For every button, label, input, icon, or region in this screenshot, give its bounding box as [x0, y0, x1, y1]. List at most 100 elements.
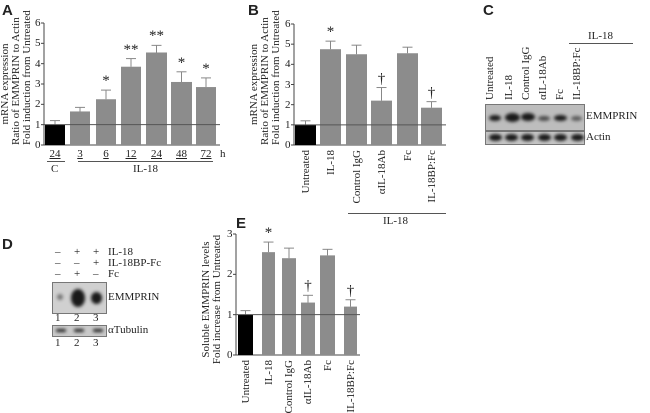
lane-number: 3 — [93, 337, 99, 349]
x-tick-label: IL-18 — [324, 150, 337, 176]
bar — [121, 66, 141, 145]
x-tick-label: 48 — [176, 148, 187, 160]
significance-marker: * — [264, 225, 273, 242]
panel-label-e: E — [236, 215, 247, 232]
blot-c-emmprin-label: EMMPRIN — [586, 110, 638, 122]
bar — [238, 314, 253, 355]
bar — [320, 255, 335, 355]
y-axis-label-line: Fold increase from Untreated — [211, 234, 223, 365]
condition-sign: – — [74, 257, 80, 269]
significance-marker: † — [427, 84, 436, 101]
significance-marker: * — [202, 60, 210, 77]
bar — [96, 99, 116, 145]
y-tick-label: 3 — [227, 228, 233, 240]
condition-label: Fc — [108, 268, 119, 280]
bar — [397, 53, 418, 145]
lane-number: 1 — [55, 337, 61, 349]
x-tick-label: Control IgG — [350, 150, 363, 204]
control-group-line — [47, 161, 65, 162]
condition-sign: + — [93, 257, 100, 269]
x-tick-label: IL-18BP:Fc — [344, 360, 357, 413]
blot-c-lane-label: Fc — [554, 89, 566, 100]
il18-group-label: IL-18 — [133, 163, 159, 175]
y-axis-label: mRNA expression Ratio of EMMPRIN to Actin… — [248, 10, 282, 145]
x-tick-label: 3 — [77, 148, 83, 160]
bar — [171, 81, 192, 145]
blot-c-actin-label: Actin — [586, 131, 611, 143]
condition-label: IL-18 — [108, 246, 134, 258]
blot-c-emmprin — [485, 104, 585, 131]
condition-sign: – — [55, 257, 61, 269]
significance-marker: † — [346, 282, 355, 299]
blot-d-tubulin-label: αTubulin — [108, 324, 149, 336]
y-axis-label-line: Fold induction from Untreated — [270, 10, 282, 145]
panel-label-c: C — [483, 2, 494, 19]
bar — [346, 54, 367, 145]
y-tick-label: 0 — [35, 139, 41, 151]
x-tick-label: Control IgG — [283, 360, 295, 413]
condition-label: IL-18BP-Fc — [108, 257, 162, 269]
x-unit-hours: h — [220, 148, 226, 160]
lane-number: 3 — [93, 312, 99, 324]
x-tick-label: 6 — [103, 148, 109, 160]
blot-c-lane-label: IL-18 — [503, 74, 515, 100]
x-tick-label: Fc — [401, 150, 414, 161]
bar — [45, 124, 65, 145]
y-tick-label: 2 — [35, 98, 41, 111]
b-il18-group-line — [348, 213, 446, 214]
blot-d-emmprin-label: EMMPRIN — [108, 291, 160, 303]
blot-d-emmprin — [52, 282, 107, 314]
condition-sign: – — [55, 268, 61, 280]
y-axis-label: Soluble EMMPRIN levels Fold increase from… — [200, 234, 223, 365]
y-tick-label: 0 — [227, 349, 233, 361]
lane-number: 1 — [55, 312, 61, 324]
blot-c-lane-label: Control IgG — [520, 46, 532, 100]
y-tick-label: 1 — [35, 118, 41, 131]
b-il18-group-label: IL-18 — [383, 215, 409, 227]
blot-c-group-label: IL-18 — [588, 30, 614, 42]
x-tick-label: 24 — [49, 148, 61, 160]
y-tick-label: 3 — [35, 78, 41, 90]
blot-c-lane-label: IL-18BP:Fc — [571, 47, 583, 100]
x-tick-label: 24 — [151, 148, 162, 160]
bar — [371, 100, 392, 145]
y-tick-label: 6 — [285, 18, 291, 30]
y-tick-label: 4 — [35, 57, 41, 70]
blot-c-group-line — [569, 43, 633, 44]
condition-sign: + — [74, 268, 81, 280]
bar — [282, 258, 296, 355]
significance-marker: † — [304, 278, 312, 295]
y-tick-label: 6 — [35, 17, 41, 29]
bar — [344, 306, 357, 355]
bar — [146, 52, 167, 145]
condition-sign: + — [74, 246, 81, 258]
x-tick-label: αIL-18Ab — [375, 150, 388, 195]
bar — [421, 107, 442, 145]
lane-number: 2 — [74, 337, 80, 349]
y-axis-label-line: Fold induction from Untreated — [21, 10, 33, 145]
x-tick-label: IL-18 — [262, 360, 275, 386]
significance-marker: * — [326, 24, 335, 41]
x-tick-label: 72 — [200, 148, 212, 160]
condition-sign: + — [93, 246, 100, 258]
blot-c-actin — [485, 131, 585, 145]
y-tick-label: 3 — [285, 78, 291, 91]
il18-group-line — [78, 161, 213, 162]
blot-c: IL-18 Untreated IL-18 Control IgG αIL-18… — [483, 0, 650, 160]
significance-marker: † — [377, 70, 386, 87]
x-tick-label: IL-18BP:Fc — [425, 150, 438, 203]
blot-d-tubulin — [52, 325, 107, 337]
significance-marker: ** — [123, 41, 139, 58]
x-tick-label: Untreated — [299, 150, 312, 194]
bar — [301, 302, 315, 355]
y-tick-label: 5 — [35, 37, 41, 50]
significance-marker: * — [177, 54, 186, 71]
y-tick-label: 5 — [285, 38, 291, 51]
condition-sign: – — [93, 268, 99, 280]
bar — [295, 124, 316, 145]
y-axis-label: mRNA expression Ratio of EMMPRIN to Actin… — [0, 10, 33, 145]
panel-label-d: D — [2, 236, 13, 253]
significance-marker: * — [102, 73, 110, 90]
bar — [262, 252, 275, 355]
panel-label-a: A — [2, 2, 13, 19]
